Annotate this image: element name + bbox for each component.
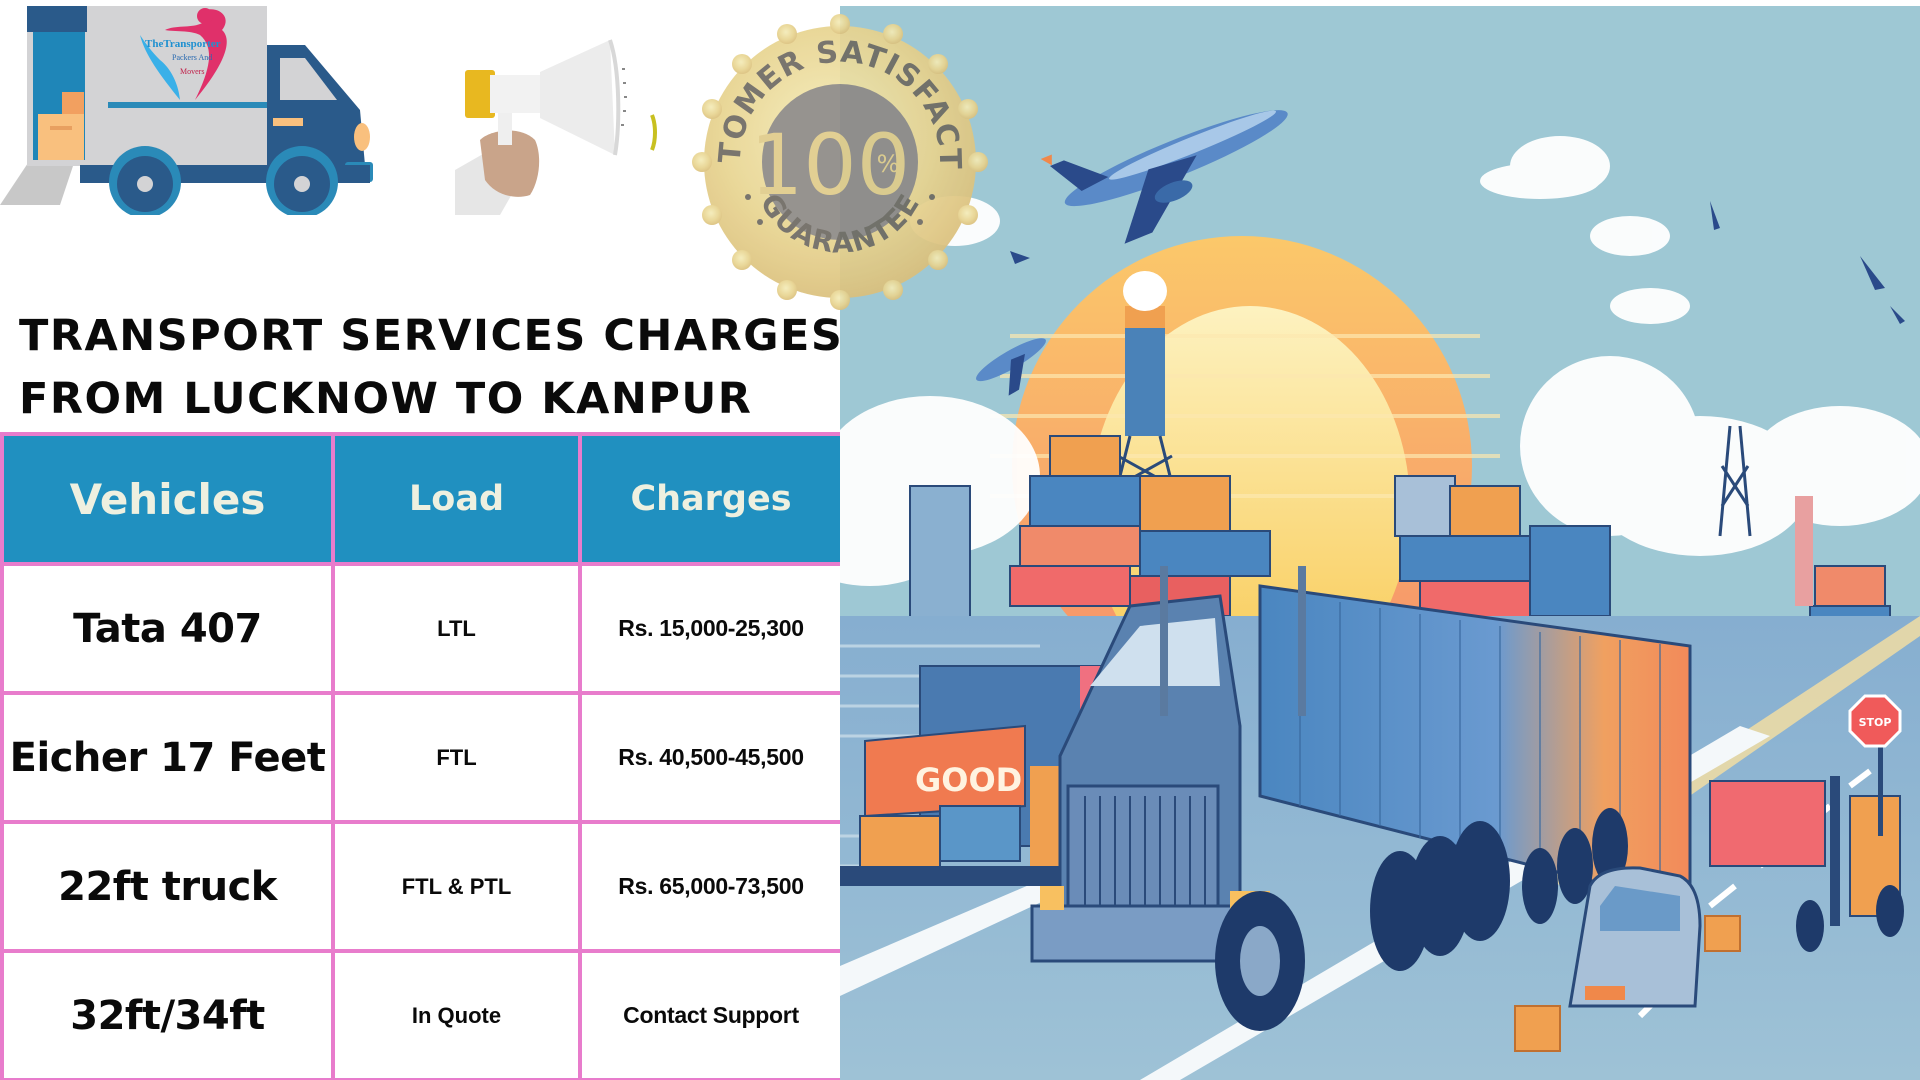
vehicle-cell: 32ft/34ft [0, 949, 335, 1080]
load-cell: In Quote [331, 949, 582, 1080]
charges-cell: Rs. 15,000-25,300 [578, 562, 844, 695]
column-header-charges: Charges [578, 432, 844, 566]
table-row: Eicher 17 Feet FTL Rs. 40,500-45,500 [0, 691, 844, 824]
vehicle-cell: 22ft truck [0, 820, 335, 953]
logistics-scene-icon: GOOD [840, 6, 1920, 1080]
table-row: Tata 407 LTL Rs. 15,000-25,300 [0, 562, 844, 695]
title-line-2: FROM LUCKNOW TO KANPUR [19, 374, 753, 424]
satisfaction-guarantee-seal: CUSTOMER SATISFACTION GUARANTEE 100 % [677, 0, 990, 312]
load-cell: LTL [331, 562, 582, 695]
charges-cell: Rs. 65,000-73,500 [578, 820, 844, 953]
column-header-vehicles: Vehicles [0, 432, 335, 566]
table-header-row: Vehicles Load Charges [0, 432, 844, 566]
table-row: 32ft/34ft In Quote Contact Support [0, 949, 844, 1080]
logo-subtitle-2: Movers [180, 67, 205, 76]
table-row: 22ft truck FTL & PTL Rs. 65,000-73,500 [0, 820, 844, 953]
megaphone-icon [455, 39, 657, 215]
logistics-illustration: GOOD [840, 6, 1920, 1080]
column-header-load: Load [331, 432, 582, 566]
truck-logo-icon [0, 6, 373, 218]
megaphone-image [450, 30, 660, 215]
logo-brand-name: TheTransporter [145, 38, 221, 50]
guarantee-seal-icon: CUSTOMER SATISFACTION GUARANTEE 100 % [677, 0, 988, 310]
seal-percent: % [877, 150, 900, 178]
charges-cell: Rs. 40,500-45,500 [578, 691, 844, 824]
charges-cell: Contact Support [578, 949, 844, 1080]
title-line-1: TRANSPORT SERVICES CHARGES [19, 311, 844, 361]
stop-sign-text: STOP [1859, 716, 1892, 729]
load-cell: FTL & PTL [331, 820, 582, 953]
seal-number: 100 [750, 116, 910, 214]
vehicle-cell: Eicher 17 Feet [0, 691, 335, 824]
load-cell: FTL [331, 691, 582, 824]
page-title: TRANSPORT SERVICES CHARGES FROM LUCKNOW … [19, 305, 844, 431]
good-sign-text: GOOD [915, 761, 1022, 799]
transport-charges-table: Vehicles Load Charges Tata 407 LTL Rs. 1… [0, 432, 844, 1080]
vehicle-cell: Tata 407 [0, 562, 335, 695]
logo-subtitle: Packers And [172, 53, 213, 62]
company-logo-truck: TheTransporter Packers And Movers [0, 0, 380, 218]
